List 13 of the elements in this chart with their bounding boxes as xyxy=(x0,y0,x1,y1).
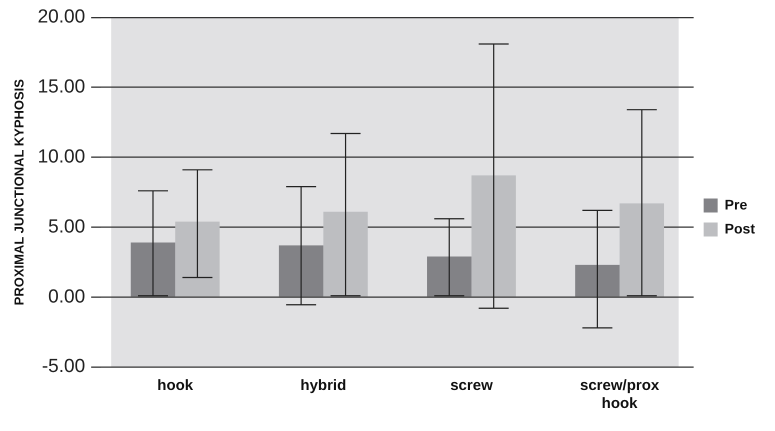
y-tick-label: 20.00 xyxy=(38,6,86,28)
x-tick-label: hook xyxy=(157,377,194,394)
x-tick-label: screw xyxy=(450,377,494,394)
legend-label: Post xyxy=(724,220,756,236)
legend-label: Pre xyxy=(724,196,748,212)
y-tick-label: 5.00 xyxy=(48,216,86,238)
y-axis-title: PROXIMAL JUNCTIONAL KYPHOSIS xyxy=(11,78,26,306)
y-tick-label: 0.00 xyxy=(48,286,86,308)
x-tick-label: screw/prox hook xyxy=(580,377,660,412)
x-tick-label: hybrid xyxy=(300,377,346,394)
y-tick-label: 15.00 xyxy=(38,76,86,98)
y-tick-label: -5.00 xyxy=(42,356,86,378)
y-tick-label: 10.00 xyxy=(38,146,86,168)
